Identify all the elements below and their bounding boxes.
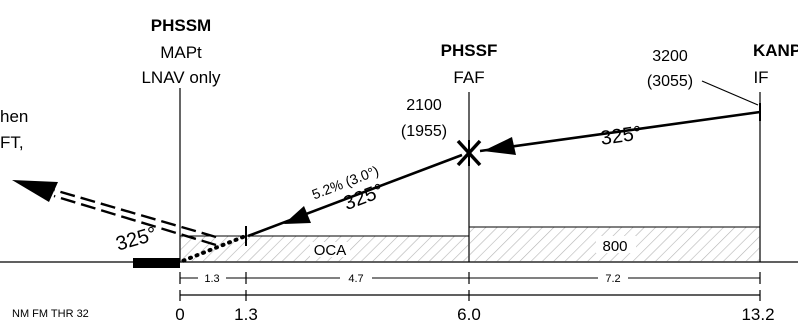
missed-approach-line-lower bbox=[53, 194, 217, 247]
distance-tick-1: 1.3 bbox=[234, 305, 258, 324]
phssm-name: PHSSM bbox=[151, 16, 211, 35]
runway-threshold-bar bbox=[133, 258, 180, 268]
segment-distance-2: 4.7 bbox=[348, 273, 363, 285]
missed-text-line-1: hen bbox=[0, 107, 28, 126]
phssf-altitude: 2100 bbox=[406, 97, 442, 114]
segment-distance-1: 1.3 bbox=[204, 273, 219, 285]
missed-approach-line-upper bbox=[53, 188, 217, 239]
inbound-course-label: 325° bbox=[599, 122, 643, 150]
missed-text-line-2: FT, bbox=[0, 133, 24, 152]
distance-axis-caption: NM FM THR 32 bbox=[12, 308, 89, 320]
kanpu-altitude-hat: (3055) bbox=[647, 73, 693, 90]
phssm-note: LNAV only bbox=[141, 68, 221, 87]
distance-tick-3: 13.2 bbox=[741, 305, 774, 324]
faf-cross-icon bbox=[456, 139, 482, 167]
missed-approach-arrowhead bbox=[12, 180, 58, 202]
intermediate-segment-line bbox=[479, 110, 761, 153]
phssf-altitude-hat: (1955) bbox=[401, 123, 447, 140]
kanpu-altitude: 3200 bbox=[652, 48, 688, 65]
kanpu-name: KANPU bbox=[753, 41, 798, 60]
oca-label: OCA bbox=[314, 242, 347, 259]
intermediate-arrowhead bbox=[483, 137, 516, 155]
phssm-role: MAPt bbox=[160, 43, 202, 62]
kanpu-altitude-leader bbox=[701, 80, 759, 106]
distance-tick-2: 6.0 bbox=[457, 305, 481, 324]
final-arrowhead bbox=[284, 206, 311, 224]
missed-course-label: 325° bbox=[113, 223, 159, 256]
distance-tick-0: 0 bbox=[175, 305, 184, 324]
phssf-name: PHSSF bbox=[441, 41, 498, 60]
final-segment-line bbox=[247, 153, 463, 238]
min-alt-800-label: 800 bbox=[602, 238, 627, 255]
distance-axis-ticks bbox=[179, 290, 761, 301]
phssf-role: FAF bbox=[453, 68, 484, 87]
visual-segment-dotted bbox=[178, 235, 245, 264]
kanpu-role: IF bbox=[753, 68, 768, 87]
segment-ruler-ticks bbox=[179, 272, 761, 284]
segment-distance-3: 7.2 bbox=[605, 273, 620, 285]
